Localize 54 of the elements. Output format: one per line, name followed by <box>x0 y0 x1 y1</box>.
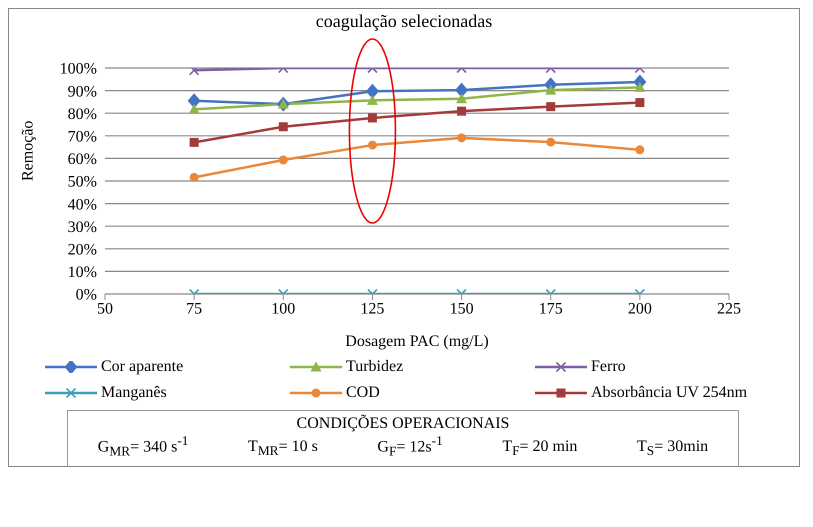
point <box>190 138 199 147</box>
text: T$_{F}$= 20 min <box>502 438 578 460</box>
text: T$_{S}$= 30min <box>637 438 708 460</box>
point <box>278 122 288 132</box>
point <box>546 138 556 147</box>
point <box>278 155 288 164</box>
point <box>635 145 644 154</box>
x-axis-title: Dosagem PAC (mg/L) <box>345 333 489 350</box>
legend-label: COD <box>346 384 380 402</box>
chart-title: coagulação selecionadas <box>314 11 494 32</box>
legend-label: Manganês <box>101 384 167 402</box>
legend-label: Cor aparente <box>101 358 184 376</box>
x-tick-label: 200 <box>628 300 652 318</box>
point <box>188 104 200 114</box>
point <box>366 94 378 105</box>
point <box>634 82 646 92</box>
text: T$_{MR}$= 10 s <box>248 438 318 460</box>
point <box>457 133 466 142</box>
y-tick-label: 60% <box>68 151 97 168</box>
y-tick-label: 10% <box>68 264 97 282</box>
x-tick-label: 100 <box>271 300 296 318</box>
point <box>546 102 556 112</box>
point <box>368 113 377 122</box>
point <box>455 82 468 98</box>
point <box>188 93 201 108</box>
point <box>456 93 468 104</box>
y-tick-label: 70% <box>68 128 97 146</box>
y-tick-label: 0% <box>76 286 97 304</box>
x-tick-label: 150 <box>450 300 474 318</box>
point <box>190 172 199 182</box>
y-tick-label: 90% <box>68 83 97 100</box>
y-tick-label: 100% <box>60 60 97 78</box>
legend-label: Turbidez <box>346 358 404 376</box>
point <box>368 140 377 150</box>
legend-label: Absorbância UV 254nm <box>591 384 748 402</box>
y-axis-title: Remoção <box>20 120 37 181</box>
point <box>635 98 644 108</box>
x-tick-label: 75 <box>186 300 202 318</box>
y-tick-label: 40% <box>68 196 97 214</box>
x-tick-label: 175 <box>538 300 563 318</box>
legend-label: Ferro <box>591 358 626 376</box>
x-tick-label: 225 <box>717 300 741 318</box>
text: CONDIÇÕES OPERACIONAIS <box>296 415 510 433</box>
y-tick-label: 50% <box>68 174 97 191</box>
point <box>457 106 466 116</box>
y-tick-label: 80% <box>68 106 97 123</box>
y-tick-label: 20% <box>68 241 97 258</box>
point <box>545 84 556 95</box>
x-tick-label: 125 <box>360 300 384 318</box>
text: G$_{F}$= 12s$^{-1}$ <box>377 433 443 460</box>
text: G$_{MR}$= 340 s$^{-1}$ <box>98 433 188 460</box>
y-tick-label: 30% <box>68 218 97 236</box>
point <box>366 84 379 99</box>
x-tick-label: 50 <box>97 300 113 318</box>
